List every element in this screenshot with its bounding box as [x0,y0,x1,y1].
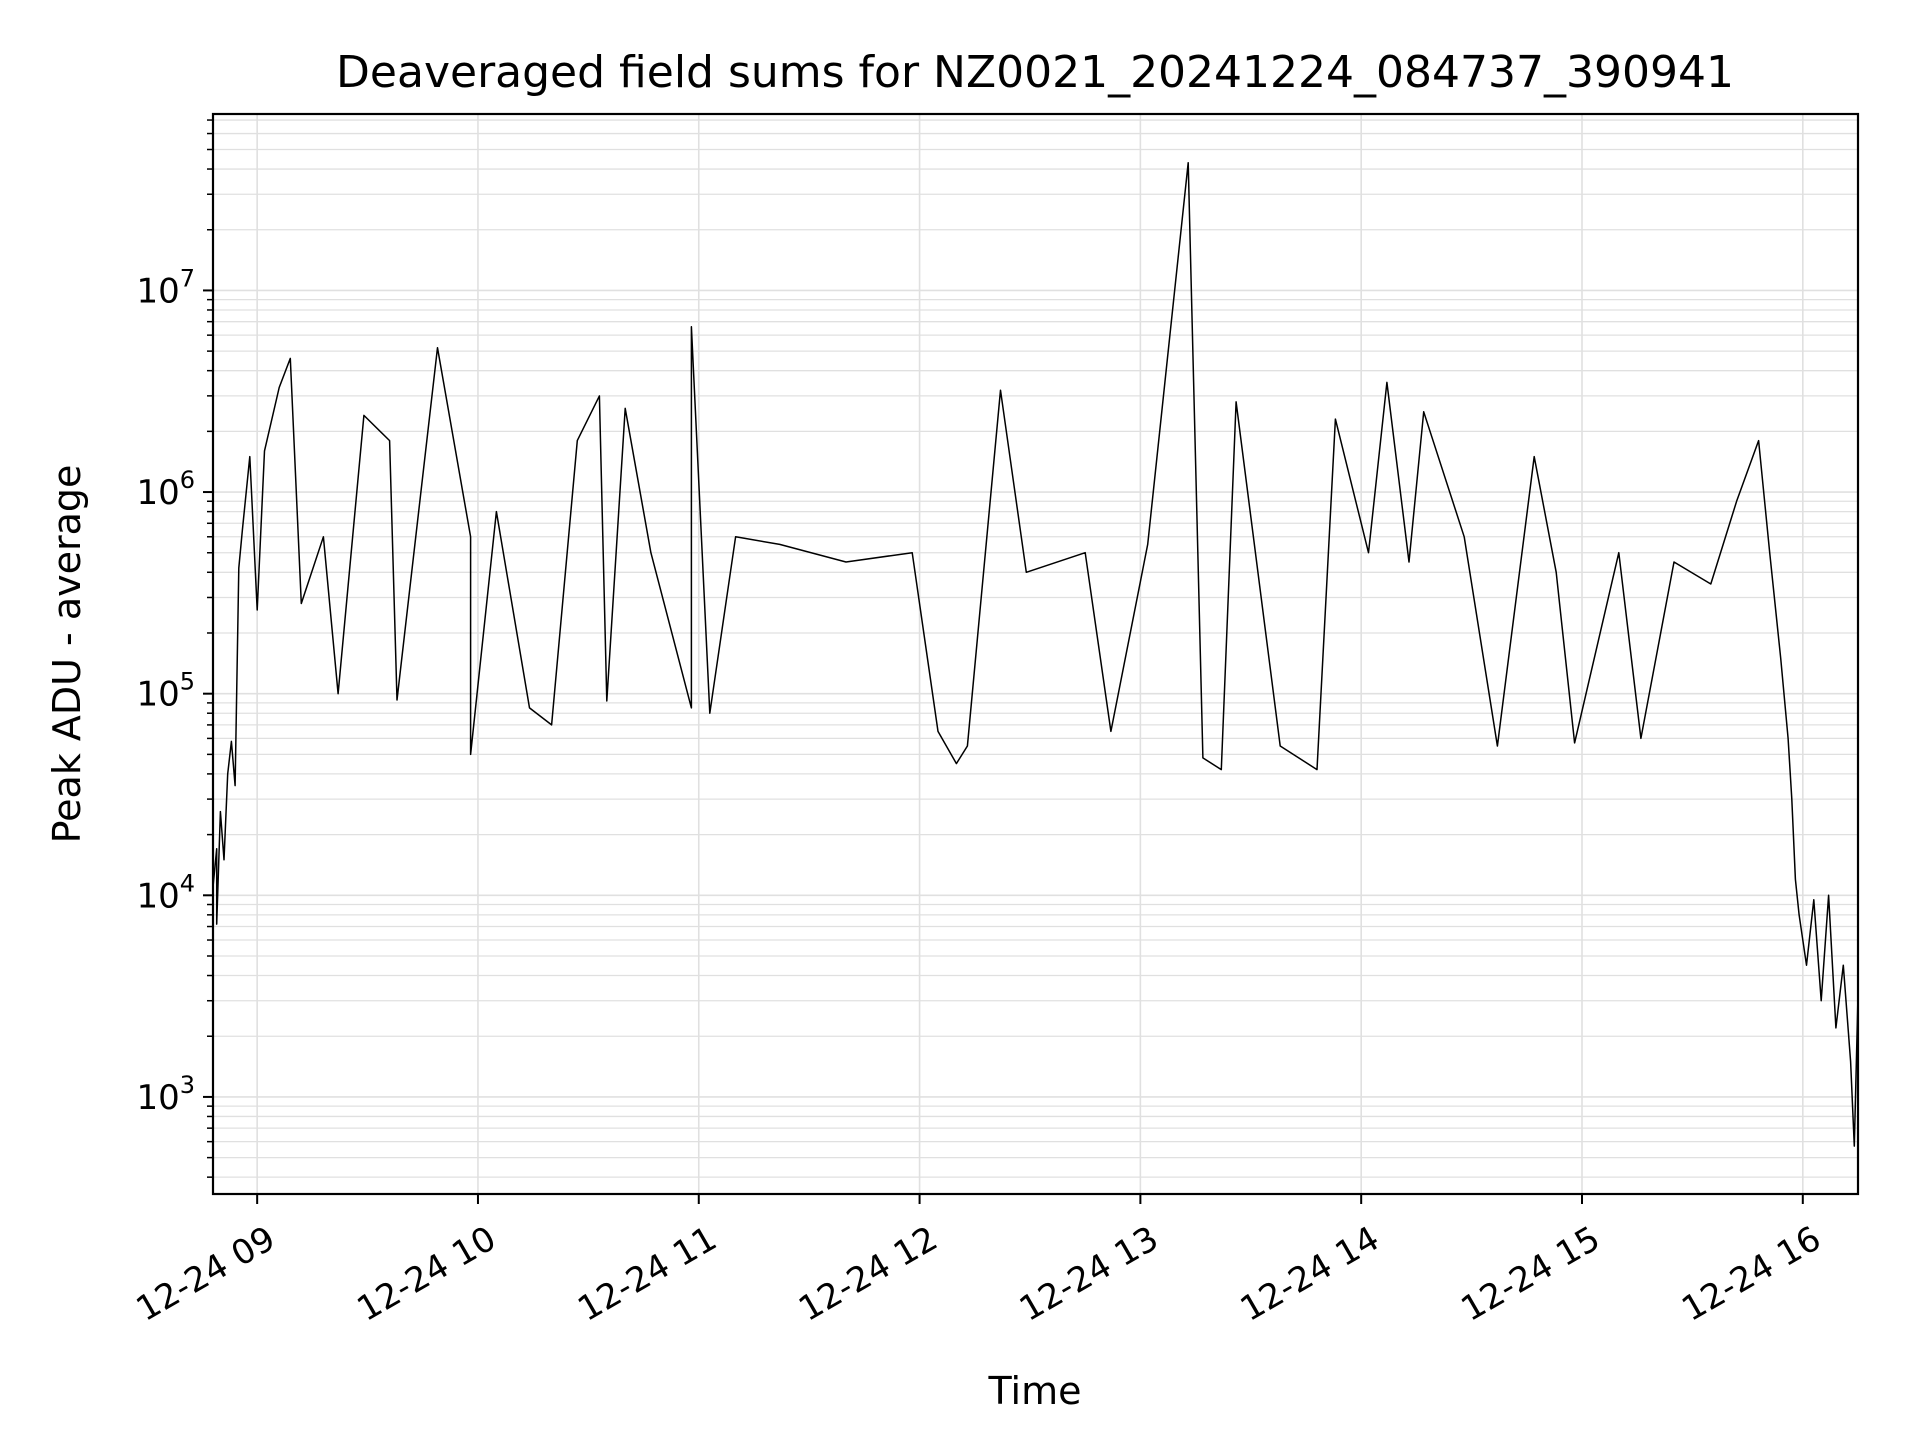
y-tick-label: 103 [136,1071,195,1118]
plot-frame [211,112,1860,1196]
y-tick-label: 104 [136,869,195,916]
plot-area [212,161,1859,1147]
y-axis: 103 104 105 106 107 [136,119,213,1178]
y-axis-title: Peak ADU - average [45,465,89,844]
y-tick-label: 105 [136,668,195,715]
y-tick-label: 106 [136,466,195,513]
data-series-line [212,161,1859,1147]
x-axis-title: Time [988,1369,1082,1413]
chart-title: Deaveraged field sums for NZ0021_2024122… [336,47,1734,98]
y-tick-label: 107 [136,264,195,311]
grid-lines [213,114,1858,1194]
